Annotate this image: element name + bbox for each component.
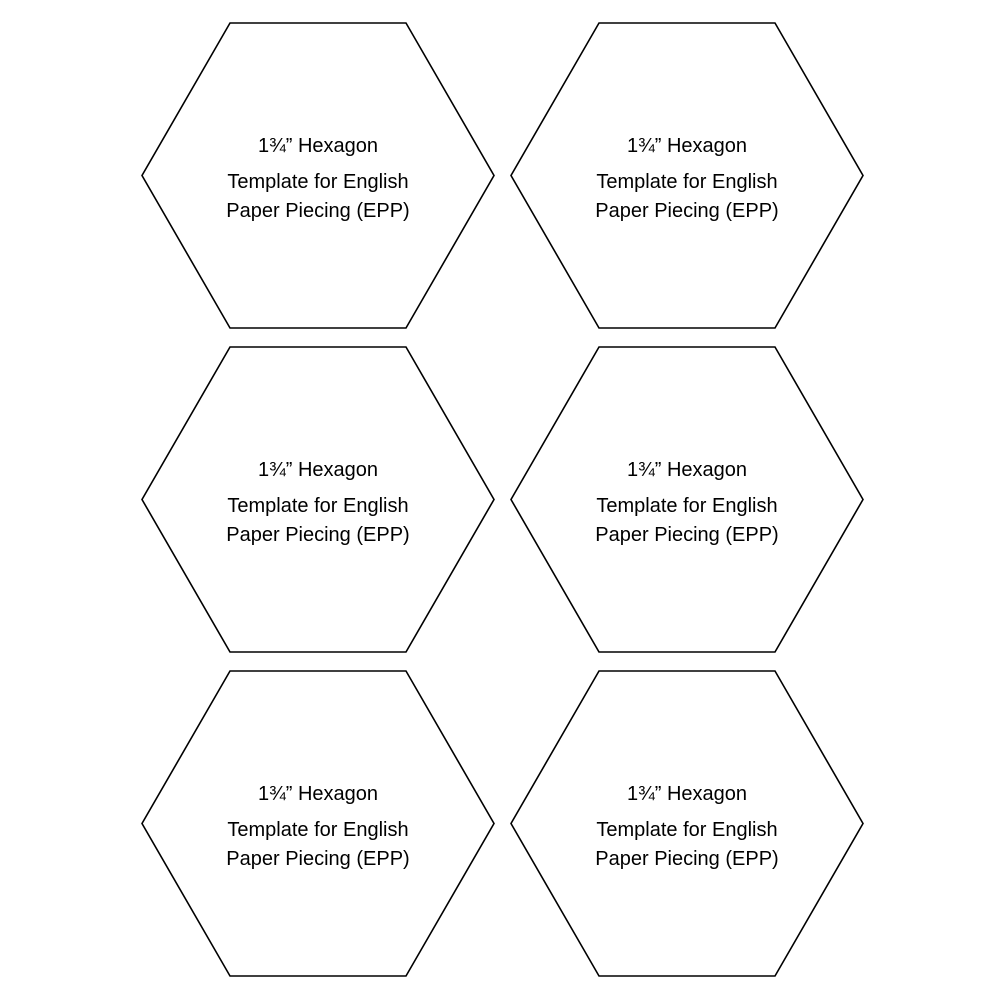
svg-text:Paper Piecing (EPP): Paper Piecing (EPP) — [595, 848, 778, 870]
svg-text:Template for English: Template for English — [596, 495, 777, 517]
svg-text:Template for English: Template for English — [596, 819, 777, 841]
svg-text:1¾” Hexagon: 1¾” Hexagon — [627, 459, 747, 481]
svg-text:1¾” Hexagon: 1¾” Hexagon — [258, 459, 378, 481]
svg-text:Paper Piecing (EPP): Paper Piecing (EPP) — [595, 200, 778, 222]
svg-text:Template for English: Template for English — [596, 171, 777, 193]
svg-text:1¾” Hexagon: 1¾” Hexagon — [627, 783, 747, 805]
svg-text:1¾” Hexagon: 1¾” Hexagon — [258, 783, 378, 805]
svg-text:Template for English: Template for English — [227, 495, 408, 517]
svg-text:1¾” Hexagon: 1¾” Hexagon — [258, 135, 378, 157]
svg-text:Paper Piecing (EPP): Paper Piecing (EPP) — [226, 848, 409, 870]
svg-text:1¾” Hexagon: 1¾” Hexagon — [627, 135, 747, 157]
svg-text:Paper Piecing (EPP): Paper Piecing (EPP) — [226, 200, 409, 222]
svg-text:Template for English: Template for English — [227, 819, 408, 841]
svg-text:Paper Piecing (EPP): Paper Piecing (EPP) — [226, 524, 409, 546]
svg-text:Template for English: Template for English — [227, 171, 408, 193]
svg-text:Paper Piecing (EPP): Paper Piecing (EPP) — [595, 524, 778, 546]
